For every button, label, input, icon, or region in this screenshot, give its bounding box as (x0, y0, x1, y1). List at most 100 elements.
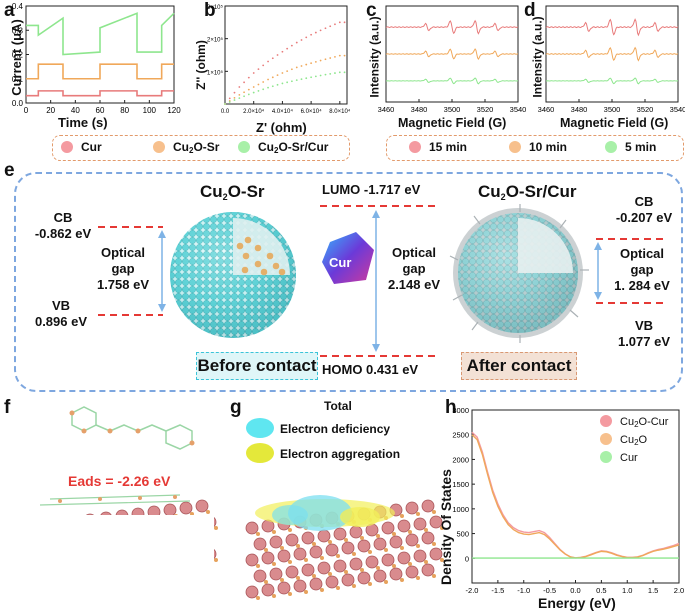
panel-e-frame (14, 172, 683, 392)
cur-badge-label: Cur (329, 255, 352, 270)
h-legend-dot-1 (600, 415, 612, 427)
c-series-15min (385, 19, 519, 35)
h-xtick-label: -1.0 (517, 586, 530, 595)
g-slab-oxygen (416, 576, 420, 580)
g-slab-atom (429, 515, 443, 529)
f-slab-oxygen (214, 526, 218, 530)
b-point-cu2osrcur (271, 85, 274, 88)
b-point-cur (243, 81, 245, 84)
legend-item-cu2osr: Cu2O-Sr (153, 140, 219, 155)
g-slab-atom (349, 557, 363, 571)
g-slab-atom (277, 549, 291, 563)
g-slab-atom (317, 561, 331, 575)
g-slab-oxygen (360, 536, 364, 540)
g-slab-oxygen (296, 544, 300, 548)
panel-letter-b: b (204, 0, 216, 21)
g-slab-atom (253, 569, 267, 583)
h-ytick-label: 3000 (452, 406, 469, 415)
g-slab-oxygen (256, 596, 260, 600)
g-slab-oxygen (320, 556, 324, 560)
g-slab-atom (341, 573, 355, 587)
b-point-cu2osr (252, 86, 255, 88)
e-cb-left: CB -0.862 eV (34, 210, 92, 241)
panel-letter-f: f (4, 397, 11, 418)
a-series-cu2osrcur (26, 12, 175, 56)
b-ytick-label: 3×10⁵ (207, 4, 224, 11)
b-point-cu2osrcur (310, 76, 313, 79)
b-xtick-label: 0.0 (221, 109, 230, 115)
h-xtick-label: 1.0 (622, 586, 632, 595)
aggregation-swatch (246, 443, 274, 463)
g-slab-oxygen (304, 558, 308, 562)
h-ytick-label: 1500 (452, 480, 469, 489)
g-slab-atom (333, 559, 347, 573)
b-point-cu2osrcur (243, 95, 245, 98)
legend-samples: Cur Cu2O-Sr Cu2O-Sr/Cur (52, 135, 350, 161)
h-legend-cu2o: Cu2O (600, 433, 668, 447)
a-xtick-label: 20 (46, 106, 55, 115)
f-slab-atom (179, 501, 193, 515)
a-xtick-label: 100 (143, 106, 157, 115)
legend-label-5min: 5 min (625, 140, 657, 154)
g-slab-atom (365, 555, 379, 569)
legend-item-cu2osrcur: Cu2O-Sr/Cur (238, 140, 328, 155)
b-xtick-label: 8.0×10⁴ (329, 108, 351, 115)
h-legend: Cu2O-Cur Cu2O Cur (600, 415, 668, 464)
h-ytick-label: 2000 (452, 455, 469, 464)
g-slab-atom (301, 531, 315, 545)
b-axes (224, 5, 348, 105)
c-xtick-label: 3480 (411, 105, 428, 114)
legend-dot-cur (61, 141, 73, 153)
d-xtick-label: 3520 (637, 105, 654, 114)
g-slab-atom (261, 583, 275, 597)
b-point-cur (233, 91, 236, 94)
b-point-cu2osr (319, 59, 322, 62)
g-slab-oxygen (392, 532, 396, 536)
deficiency-swatch (246, 418, 274, 438)
b-point-cu2osrcur (257, 90, 260, 92)
b-point-cu2osr (233, 97, 236, 99)
b-point-cur (295, 41, 298, 44)
g-slab-oxygen (328, 572, 332, 576)
b-point-cu2osrcur (247, 93, 250, 96)
a-series-cur (26, 90, 174, 97)
b-point-cu2osrcur (262, 88, 265, 91)
legend-item-cur: Cur (61, 140, 102, 154)
h-xtick-label: -1.5 (491, 586, 504, 595)
g-slab-oxygen (368, 582, 372, 586)
legend-item-5min: 5 min (605, 140, 656, 154)
c-xtick-label: 3500 (444, 105, 461, 114)
legend-label-cu2osr-a: Cu (173, 140, 189, 154)
g-slab-oxygen (384, 580, 388, 584)
b-point-cu2osr (276, 74, 279, 77)
b-point-cu2osr (271, 76, 274, 79)
g-slab-oxygen (392, 564, 396, 568)
b-point-cu2osr (329, 57, 332, 59)
b-point-cu2osrcur (228, 101, 231, 103)
g-slab-oxygen (328, 540, 332, 544)
g-slab-oxygen (304, 590, 308, 594)
d-xlabel: Magnetic Field (G) (560, 116, 669, 130)
legend-dot-cu2osrcur (238, 141, 250, 153)
b-point-cur (271, 57, 274, 60)
g-slab-oxygen (344, 570, 348, 574)
g-slab-oxygen (432, 542, 436, 546)
b-point-cu2osr (334, 55, 336, 58)
panel-e-graphics (98, 204, 664, 357)
b-point-cu2osr (300, 65, 303, 67)
d-xtick-label: 3500 (604, 105, 621, 114)
d-series-15min (545, 18, 679, 37)
g-slab-oxygen (280, 578, 284, 582)
g-slab-oxygen (296, 576, 300, 580)
b-point-cu2osrcur (338, 71, 341, 74)
g-slab-oxygen (440, 526, 444, 530)
b-xtick-label: 6.0×10⁴ (301, 108, 323, 115)
g-slab-oxygen (288, 592, 292, 596)
h-xtick-label: 2.0 (674, 586, 684, 595)
g-slab-atom (277, 581, 291, 595)
g-slab-oxygen (336, 554, 340, 558)
g-slab-oxygen (272, 530, 276, 534)
g-slab-atom (341, 541, 355, 555)
g-slab-oxygen (344, 538, 348, 542)
b-point-cu2osrcur (329, 72, 332, 75)
